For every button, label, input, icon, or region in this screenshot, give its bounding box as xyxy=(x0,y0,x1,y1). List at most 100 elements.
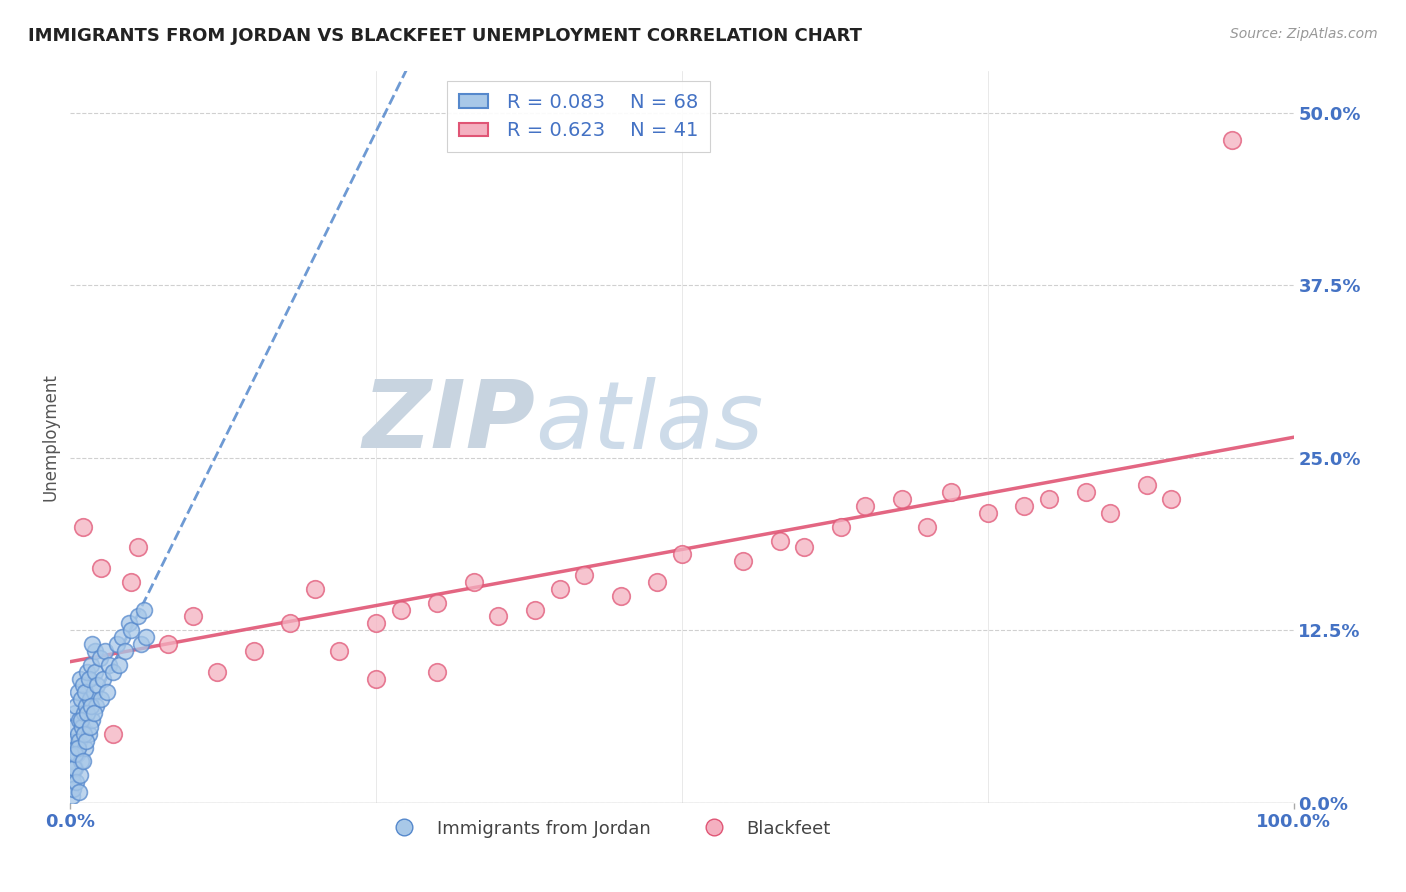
Point xyxy=(524,602,547,616)
Point xyxy=(1014,499,1036,513)
Point xyxy=(75,699,97,714)
Point xyxy=(67,785,90,799)
Point xyxy=(67,685,90,699)
Point xyxy=(1099,506,1122,520)
Point xyxy=(671,548,693,562)
Point xyxy=(75,733,97,747)
Point xyxy=(1220,133,1243,147)
Point xyxy=(157,637,180,651)
Point xyxy=(243,644,266,658)
Point xyxy=(70,755,93,769)
Point xyxy=(69,768,91,782)
Text: Source: ZipAtlas.com: Source: ZipAtlas.com xyxy=(1230,27,1378,41)
Point xyxy=(69,672,91,686)
Point xyxy=(426,665,449,679)
Point xyxy=(205,665,228,679)
Point xyxy=(114,644,136,658)
Point xyxy=(73,706,96,720)
Point xyxy=(83,685,105,699)
Point xyxy=(69,692,91,706)
Point xyxy=(79,720,101,734)
Point xyxy=(73,685,96,699)
Point xyxy=(769,533,792,548)
Point xyxy=(548,582,571,596)
Point xyxy=(86,678,108,692)
Point xyxy=(72,678,94,692)
Point xyxy=(939,485,962,500)
Point xyxy=(127,541,149,555)
Point xyxy=(80,657,103,672)
Point xyxy=(915,520,938,534)
Text: IMMIGRANTS FROM JORDAN VS BLACKFEET UNEMPLOYMENT CORRELATION CHART: IMMIGRANTS FROM JORDAN VS BLACKFEET UNEM… xyxy=(28,27,862,45)
Point xyxy=(65,699,87,714)
Point xyxy=(73,740,96,755)
Point xyxy=(101,665,124,679)
Point xyxy=(66,727,89,741)
Point xyxy=(389,602,412,616)
Point xyxy=(70,713,93,727)
Point xyxy=(63,761,86,775)
Point xyxy=(1038,492,1060,507)
Point xyxy=(121,624,143,638)
Point xyxy=(65,740,87,755)
Point xyxy=(304,582,326,596)
Point xyxy=(63,747,86,762)
Point xyxy=(830,520,852,534)
Point xyxy=(72,755,94,769)
Point xyxy=(90,561,112,575)
Point xyxy=(366,672,388,686)
Text: atlas: atlas xyxy=(536,377,763,468)
Text: ZIP: ZIP xyxy=(363,376,536,468)
Point xyxy=(1074,485,1097,500)
Point xyxy=(93,644,115,658)
Point xyxy=(66,747,89,762)
Point xyxy=(69,733,91,747)
Point xyxy=(62,775,84,789)
Point xyxy=(73,727,96,741)
Point xyxy=(72,520,94,534)
Point xyxy=(76,706,98,720)
Point xyxy=(733,554,755,568)
Point xyxy=(463,574,485,589)
Point xyxy=(105,637,128,651)
Point xyxy=(62,755,84,769)
Point xyxy=(181,609,204,624)
Point xyxy=(84,699,107,714)
Point xyxy=(366,616,388,631)
Point xyxy=(976,506,998,520)
Point xyxy=(135,630,157,644)
Point xyxy=(70,720,93,734)
Point xyxy=(1136,478,1159,492)
Point xyxy=(1160,492,1182,507)
Point xyxy=(77,727,100,741)
Point xyxy=(83,644,105,658)
Point xyxy=(79,692,101,706)
Point xyxy=(111,630,134,644)
Point xyxy=(91,672,114,686)
Point xyxy=(60,768,83,782)
Point xyxy=(60,733,83,747)
Point xyxy=(82,713,104,727)
Point xyxy=(132,602,155,616)
Point xyxy=(83,706,105,720)
Legend: Immigrants from Jordan, Blackfeet: Immigrants from Jordan, Blackfeet xyxy=(380,813,838,845)
Point xyxy=(488,609,510,624)
Point xyxy=(83,665,105,679)
Point xyxy=(77,672,100,686)
Y-axis label: Unemployment: Unemployment xyxy=(41,373,59,501)
Point xyxy=(280,616,302,631)
Point xyxy=(891,492,914,507)
Point xyxy=(76,665,98,679)
Point xyxy=(121,574,143,589)
Point xyxy=(96,685,118,699)
Point xyxy=(426,596,449,610)
Point xyxy=(610,589,633,603)
Point xyxy=(80,699,103,714)
Point xyxy=(63,761,86,775)
Point xyxy=(63,720,86,734)
Point xyxy=(98,657,121,672)
Point xyxy=(90,692,112,706)
Point xyxy=(572,568,595,582)
Point xyxy=(108,657,131,672)
Point xyxy=(66,740,89,755)
